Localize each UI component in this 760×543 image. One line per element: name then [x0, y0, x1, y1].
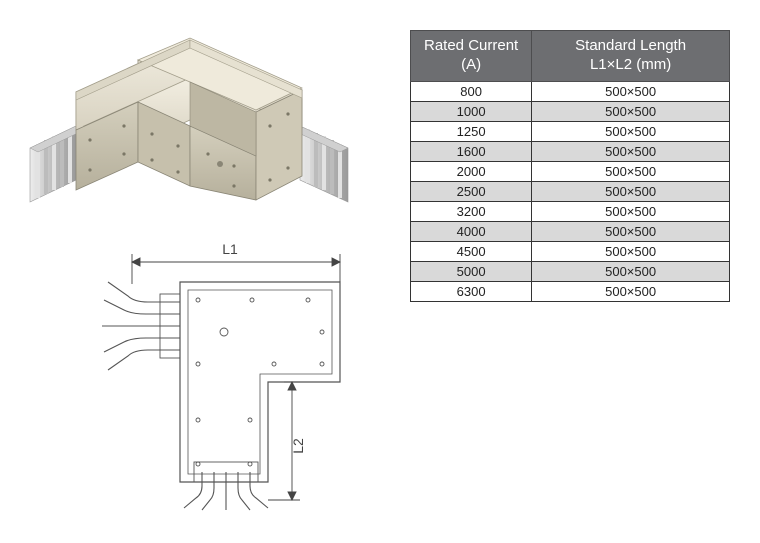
product-3d-illustration [20, 30, 360, 220]
table-row: 2500500×500 [411, 181, 730, 201]
dimension-l1 [132, 254, 340, 284]
cell-current: 800 [411, 81, 532, 101]
cell-current: 4500 [411, 241, 532, 261]
cell-length: 500×500 [532, 261, 730, 281]
cell-length: 500×500 [532, 201, 730, 221]
cell-length: 500×500 [532, 161, 730, 181]
table-row: 800500×500 [411, 81, 730, 101]
cell-current: 6300 [411, 281, 532, 301]
col-header-current-text: Rated Current(A) [424, 37, 518, 73]
cell-current: 2500 [411, 181, 532, 201]
cell-length: 500×500 [532, 181, 730, 201]
table-row: 1000500×500 [411, 101, 730, 121]
col-header-length-text: Standard LengthL1×L2 (mm) [575, 37, 686, 73]
cell-current: 5000 [411, 261, 532, 281]
cell-current: 4000 [411, 221, 532, 241]
table-row: 4500500×500 [411, 241, 730, 261]
cell-current: 1000 [411, 101, 532, 121]
cell-length: 500×500 [532, 281, 730, 301]
cell-current: 2000 [411, 161, 532, 181]
elbow-body [76, 38, 302, 200]
cell-length: 500×500 [532, 81, 730, 101]
cell-current: 1600 [411, 141, 532, 161]
cell-length: 500×500 [532, 241, 730, 261]
table-row: 3200500×500 [411, 201, 730, 221]
table-row: 1250500×500 [411, 121, 730, 141]
table-row: 2000500×500 [411, 161, 730, 181]
col-header-length: Standard LengthL1×L2 (mm) [532, 31, 730, 82]
cell-length: 500×500 [532, 121, 730, 141]
cell-length: 500×500 [532, 141, 730, 161]
cell-length: 500×500 [532, 221, 730, 241]
cell-length: 500×500 [532, 101, 730, 121]
cell-current: 3200 [411, 201, 532, 221]
table-row: 6300500×500 [411, 281, 730, 301]
table-row: 4000500×500 [411, 221, 730, 241]
dimension-l2-label: L2 [290, 438, 306, 454]
spec-table: Rated Current(A) Standard LengthL1×L2 (m… [410, 30, 730, 302]
product-schematic: L1 L2 [20, 224, 380, 514]
col-header-current: Rated Current(A) [411, 31, 532, 82]
cell-current: 1250 [411, 121, 532, 141]
dimension-l1-label: L1 [222, 241, 238, 257]
table-row: 5000500×500 [411, 261, 730, 281]
table-row: 1600500×500 [411, 141, 730, 161]
